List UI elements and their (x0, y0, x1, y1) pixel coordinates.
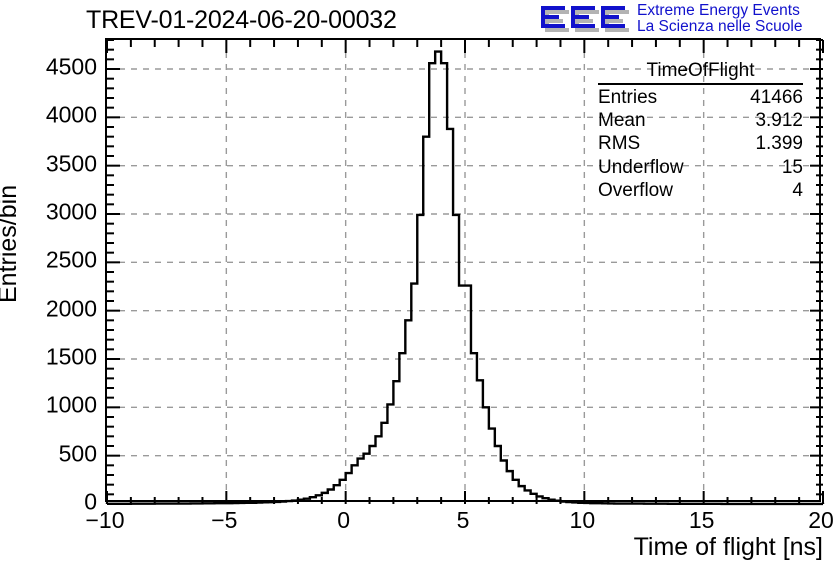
x-tick-label: 20 (808, 507, 834, 533)
stats-label: Entries (598, 87, 658, 108)
stats-value: 4 (792, 179, 803, 201)
histogram-curve (105, 50, 825, 506)
y-tick-label: 3500 (45, 150, 97, 177)
axis-ticks (106, 39, 824, 505)
stats-value: 3.912 (755, 110, 803, 132)
y-axis-title: Entries/bin (0, 184, 22, 303)
x-tick-label: −5 (211, 507, 238, 533)
y-tick-label: 4500 (45, 53, 97, 80)
stats-value: 1.399 (755, 133, 803, 155)
page-title: TREV-01-2024-06-20-00032 (86, 6, 397, 34)
logo-line-2: La Scienza nelle Scuole (637, 18, 803, 36)
x-tick-label: 0 (337, 507, 351, 533)
y-tick-label: 2000 (45, 295, 97, 322)
plot-frame (105, 38, 825, 506)
y-tick-label: 3000 (45, 198, 97, 225)
x-tick-label: −10 (85, 507, 125, 533)
stats-value: 15 (781, 156, 803, 178)
logo-line-1: Extreme Energy Events (637, 2, 800, 19)
x-tick-label: 15 (688, 507, 715, 533)
stats-row: Entries 41466 (598, 86, 803, 109)
y-tick-label: 4000 (45, 101, 97, 128)
stats-label: Underflow (598, 156, 684, 178)
eee-logo: Extreme Energy Events La Scienza nelle S… (538, 2, 802, 36)
stats-title: TimeOfFlight (598, 60, 803, 85)
grid-lines (107, 40, 823, 504)
stats-label: RMS (598, 133, 641, 155)
stats-row: Mean 3.912 (598, 109, 803, 132)
y-tick-label: 1000 (45, 391, 97, 418)
x-axis-title: Time of flight [ns] (633, 533, 823, 561)
y-tick-label: 0 (84, 488, 97, 515)
stats-row: RMS 1.399 (598, 132, 803, 155)
y-tick-label: 2500 (45, 246, 97, 273)
eee-logo-text: Extreme Energy Events La Scienza nelle S… (637, 2, 802, 36)
x-tick-label: 10 (569, 507, 596, 533)
stats-label: Mean (598, 110, 646, 132)
stats-row: Overflow 4 (598, 179, 803, 202)
stats-box: TimeOfFlight Entries 41466 Mean 3.912 RMS 1.3… (598, 60, 803, 202)
stats-value: 41466 (750, 87, 803, 108)
x-tick-label: 5 (456, 507, 470, 533)
y-tick-label: 1500 (45, 343, 97, 370)
stats-label: Overflow (598, 179, 673, 201)
stats-rows: Entries 41466 Mean 3.912 RMS 1.399 Underflow 15… (598, 86, 803, 202)
stats-row: Underflow 15 (598, 156, 803, 179)
eee-logo-icon (538, 2, 630, 36)
y-tick-label: 500 (58, 440, 97, 467)
